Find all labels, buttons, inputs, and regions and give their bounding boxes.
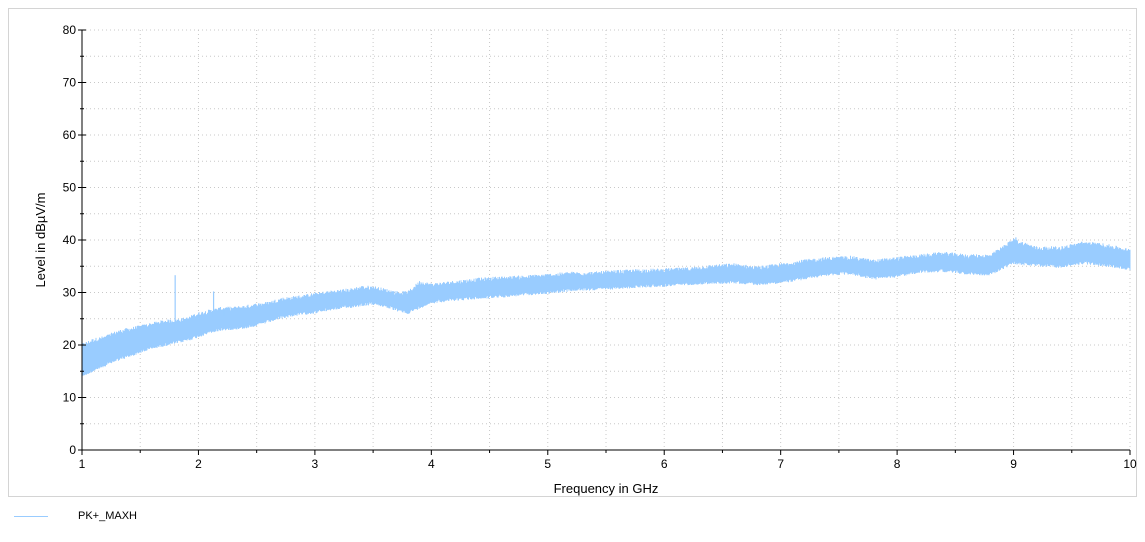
series-0-trace [81,238,1131,376]
x-tick-label: 4 [428,457,435,471]
chart-frame [8,8,1137,497]
y-tick-label: 80 [63,23,77,37]
y-tick-label: 50 [63,181,77,195]
x-tick-label: 6 [661,457,668,471]
x-tick-label: 5 [544,457,551,471]
y-tick-label: 60 [63,128,77,142]
legend-label: PK+_MAXH [78,510,137,522]
y-tick-label: 0 [69,443,76,457]
legend: PK+_MAXH [14,508,137,524]
x-tick-label: 3 [312,457,319,471]
x-tick-label: 10 [1123,457,1137,471]
y-tick-label: 40 [63,233,77,247]
x-axis-title: Frequency in GHz [554,481,659,496]
x-tick-label: 9 [1010,457,1017,471]
x-tick-label: 8 [894,457,901,471]
y-tick-label: 70 [63,76,77,90]
y-tick-label: 30 [63,286,77,300]
y-tick-label: 10 [63,391,77,405]
grid [81,29,1131,451]
legend-swatch [14,515,48,517]
y-tick-label: 20 [63,338,77,352]
x-tick-label: 7 [777,457,784,471]
x-tick-label: 2 [195,457,202,471]
y-axis-title: Level in dBµV/m [33,193,48,288]
x-tick-label: 1 [79,457,86,471]
